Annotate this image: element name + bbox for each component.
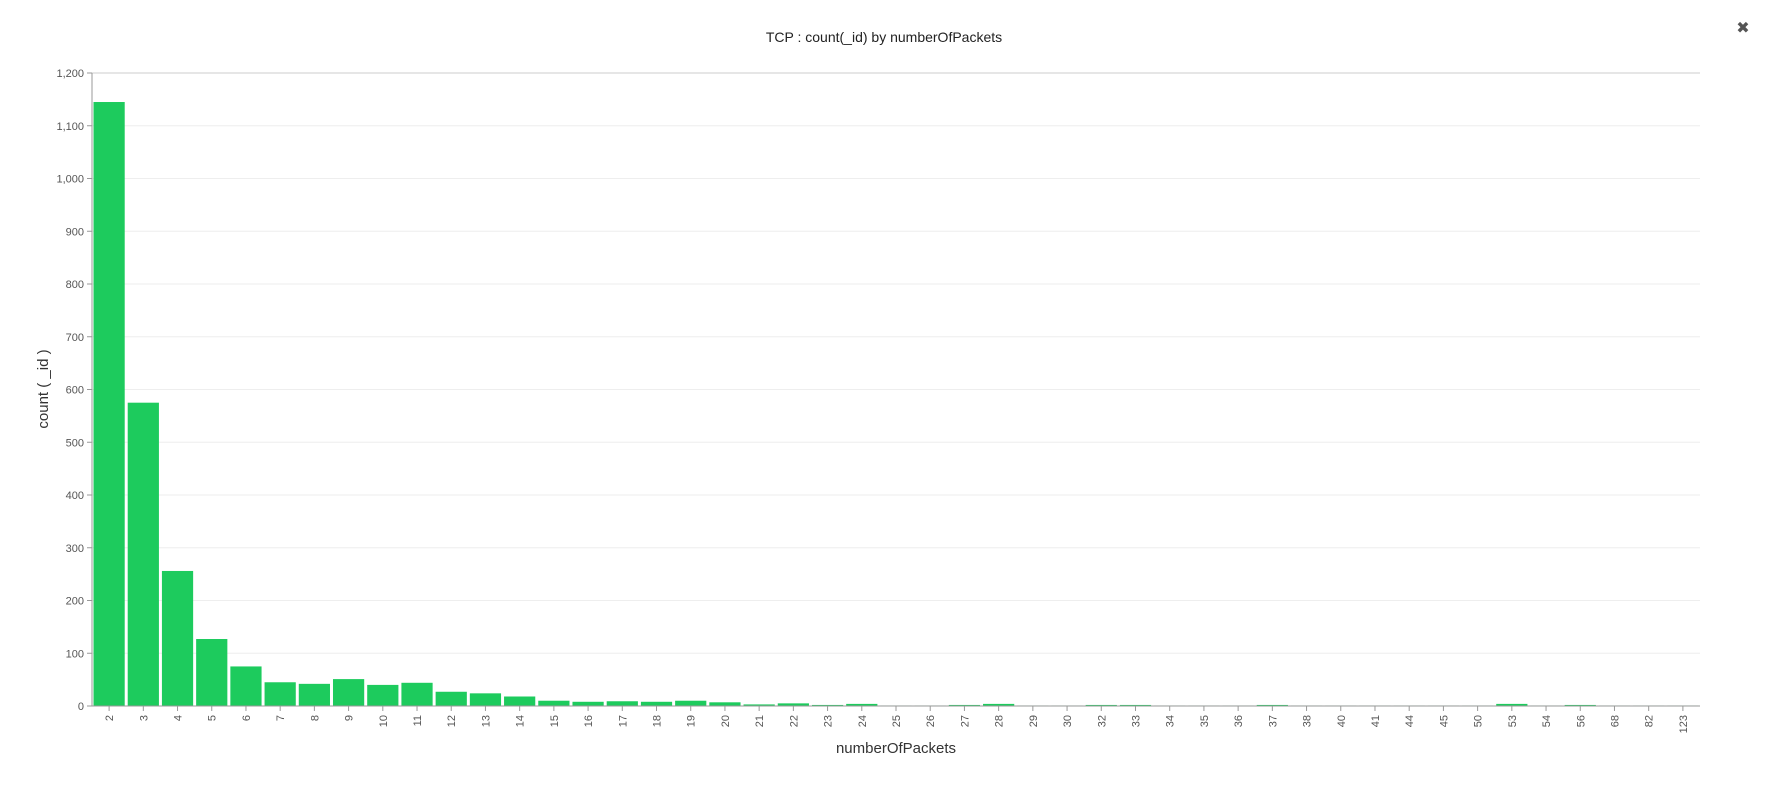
bar[interactable] [469, 693, 502, 706]
x-tick-label: 50 [1473, 715, 1485, 727]
close-icon[interactable]: ✖ [1736, 20, 1750, 37]
x-tick-label: 37 [1267, 715, 1279, 727]
bar[interactable] [983, 703, 1015, 706]
bar[interactable] [777, 703, 809, 706]
x-axis-title: numberOfPackets [836, 740, 956, 757]
x-tick-label: 18 [652, 715, 664, 727]
x-tick-label: 24 [857, 715, 869, 727]
y-tick-label: 1,100 [56, 121, 84, 133]
grid-lines [92, 72, 1700, 654]
y-tick-label: 500 [66, 437, 84, 449]
bar[interactable] [298, 683, 330, 706]
y-tick-label: 700 [66, 332, 84, 344]
bar[interactable] [948, 704, 981, 706]
x-tick-label: 15 [549, 715, 561, 727]
x-tick-label: 45 [1438, 715, 1450, 727]
bars [93, 102, 1699, 706]
x-tick-label: 33 [1130, 715, 1142, 727]
x-tick-label: 2 [104, 715, 116, 721]
bar[interactable] [675, 700, 707, 706]
x-tick-label: 26 [925, 715, 937, 727]
y-tick-label: 600 [66, 385, 84, 397]
x-tick-label: 123 [1678, 715, 1690, 733]
x-tick-label: 44 [1404, 715, 1416, 727]
bar[interactable] [127, 402, 159, 706]
y-tick-label: 100 [66, 648, 84, 660]
bar[interactable] [367, 684, 399, 706]
x-tick-label: 29 [1028, 715, 1040, 727]
x-tick-label: 10 [378, 715, 390, 727]
x-tick-label: 56 [1575, 715, 1587, 727]
x-tick-label: 82 [1644, 715, 1656, 727]
bar[interactable] [572, 701, 604, 706]
x-tick-label: 13 [480, 715, 492, 727]
y-tick-label: 800 [66, 279, 84, 291]
y-tick-label: 900 [66, 226, 84, 238]
x-tick-label: 9 [344, 715, 356, 721]
x-tick-label: 16 [583, 715, 595, 727]
x-tick-label: 25 [891, 715, 903, 727]
x-tick-label: 21 [754, 715, 766, 727]
x-tick-label: 6 [241, 715, 253, 721]
x-tick-label: 41 [1370, 715, 1382, 727]
y-tick-label: 400 [66, 490, 84, 502]
x-tick-label: 27 [959, 715, 971, 727]
x-tick-label: 38 [1302, 715, 1314, 727]
bar[interactable] [1564, 704, 1596, 706]
y-axis-ticks: 0 100 200 300 400 500 600 700 800 900 1,000 1,100 1,… [56, 68, 92, 713]
x-tick-label: 14 [515, 715, 527, 727]
bar[interactable] [504, 696, 536, 706]
x-tick-label: 34 [1165, 715, 1177, 727]
x-tick-label: 23 [823, 715, 835, 727]
bar[interactable] [1119, 704, 1152, 706]
bar[interactable] [1256, 704, 1288, 706]
bar[interactable] [811, 704, 844, 706]
x-tick-label: 11 [412, 715, 424, 726]
bar[interactable] [846, 703, 878, 706]
x-tick-label: 36 [1233, 715, 1245, 727]
bar[interactable] [196, 639, 228, 706]
x-tick-label: 54 [1541, 715, 1553, 727]
bar[interactable] [161, 570, 194, 706]
bar[interactable] [1085, 704, 1117, 706]
y-tick-label: 300 [66, 543, 84, 555]
x-tick-label: 3 [138, 715, 150, 721]
x-tick-label: 12 [446, 715, 458, 727]
x-tick-label: 35 [1199, 715, 1211, 727]
bar[interactable] [264, 682, 296, 706]
bar[interactable] [332, 679, 365, 706]
bar[interactable] [401, 682, 433, 706]
y-tick-label: 200 [66, 596, 84, 608]
x-tick-label: 17 [617, 715, 629, 727]
x-tick-label: 20 [720, 715, 732, 727]
x-tick-label: 8 [309, 715, 321, 721]
x-tick-label: 4 [173, 715, 185, 721]
bar[interactable] [606, 701, 638, 706]
bar[interactable] [640, 701, 673, 706]
bar[interactable] [93, 102, 125, 706]
bar[interactable] [538, 700, 570, 706]
x-tick-label: 30 [1062, 715, 1074, 727]
x-tick-label: 32 [1096, 715, 1108, 727]
x-tick-label: 53 [1507, 715, 1519, 727]
x-tick-label: 7 [275, 715, 287, 721]
y-tick-label: 1,200 [56, 68, 84, 80]
x-tick-label: 22 [788, 715, 800, 727]
bar[interactable] [709, 702, 741, 706]
bar[interactable] [230, 666, 262, 706]
x-tick-label: 19 [686, 715, 698, 727]
x-tick-label: 40 [1336, 715, 1348, 727]
x-tick-label: 68 [1609, 715, 1621, 727]
y-tick-label: 0 [78, 701, 84, 713]
bar[interactable] [743, 704, 775, 706]
y-axis-title: count ( _id ) [35, 349, 52, 428]
y-tick-label: 1,000 [56, 174, 84, 186]
x-tick-label: 5 [207, 715, 219, 721]
bar[interactable] [1496, 703, 1528, 706]
x-axis-ticks: 2 3 4 5 6 7 8 9 10 11 12 13 14 15 16 17 18 19 20 21 22 23 24 25… [104, 706, 1690, 733]
chart-title: TCP : count(_id) by numberOfPackets [765, 29, 1003, 45]
bar[interactable] [435, 691, 467, 706]
x-tick-label: 28 [994, 715, 1006, 727]
